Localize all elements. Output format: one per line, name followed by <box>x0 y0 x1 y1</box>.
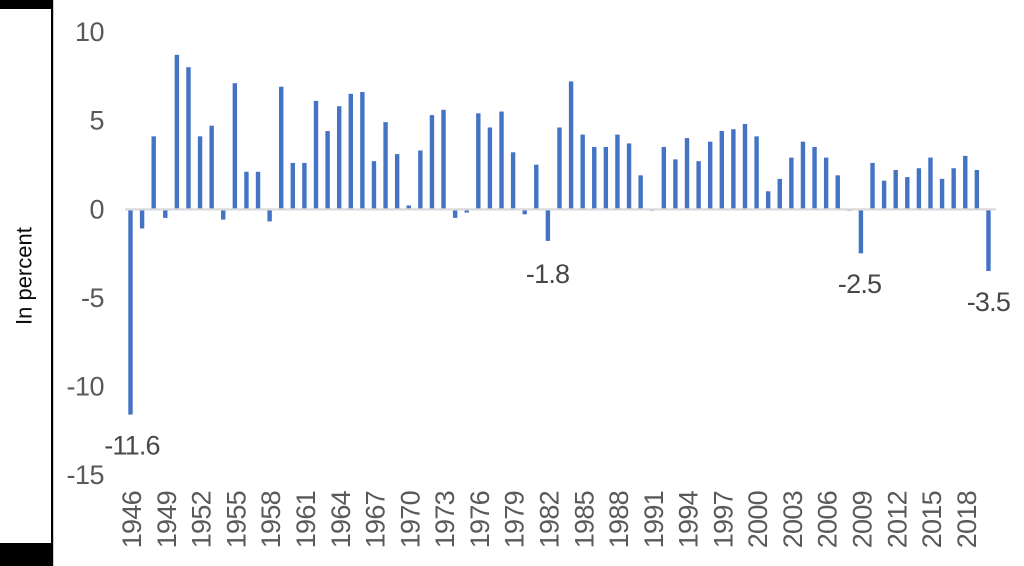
svg-text:-11.6: -11.6 <box>104 430 160 460</box>
svg-text:1952: 1952 <box>187 491 217 548</box>
svg-text:-10: -10 <box>66 372 104 402</box>
svg-text:10: 10 <box>75 17 104 47</box>
svg-text:1973: 1973 <box>430 491 460 548</box>
svg-text:2018: 2018 <box>952 491 982 548</box>
svg-text:1955: 1955 <box>221 491 251 548</box>
svg-text:-3.5: -3.5 <box>967 287 1010 317</box>
svg-text:-1.8: -1.8 <box>526 259 569 289</box>
svg-text:1976: 1976 <box>465 491 495 548</box>
svg-text:2015: 2015 <box>917 491 947 548</box>
svg-text:0: 0 <box>89 194 104 224</box>
svg-text:1970: 1970 <box>395 491 425 548</box>
svg-text:1982: 1982 <box>534 491 564 548</box>
svg-text:2012: 2012 <box>882 491 912 548</box>
svg-text:1961: 1961 <box>291 491 321 548</box>
svg-text:1964: 1964 <box>326 490 356 548</box>
svg-text:1994: 1994 <box>674 490 704 548</box>
svg-text:1946: 1946 <box>117 491 147 548</box>
svg-text:1979: 1979 <box>500 491 530 548</box>
svg-text:5: 5 <box>89 106 104 136</box>
svg-text:1949: 1949 <box>152 491 182 548</box>
svg-text:-2.5: -2.5 <box>838 269 881 299</box>
svg-text:1958: 1958 <box>256 491 286 548</box>
svg-text:In percent: In percent <box>11 227 36 325</box>
svg-text:1988: 1988 <box>604 491 634 548</box>
svg-text:1997: 1997 <box>708 491 738 548</box>
svg-text:2003: 2003 <box>778 491 808 548</box>
svg-text:2000: 2000 <box>743 491 773 548</box>
svg-text:-5: -5 <box>81 283 104 313</box>
svg-text:2006: 2006 <box>813 491 843 548</box>
svg-text:1967: 1967 <box>361 491 391 548</box>
svg-text:1985: 1985 <box>569 491 599 548</box>
svg-text:1991: 1991 <box>639 491 669 548</box>
svg-text:2009: 2009 <box>848 491 878 548</box>
svg-text:-15: -15 <box>66 460 104 490</box>
